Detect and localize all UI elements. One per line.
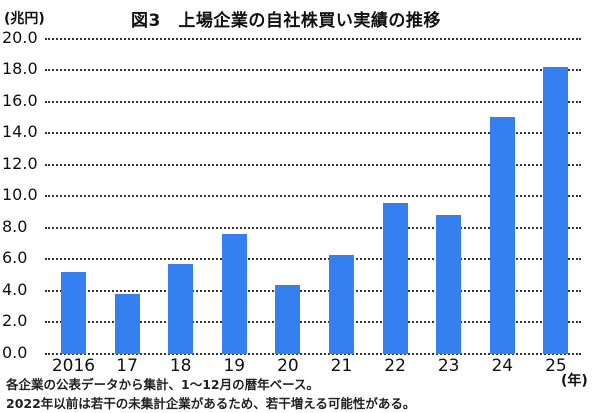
- gridline: [45, 69, 581, 72]
- bar-2016: [61, 271, 86, 354]
- gridline: [45, 321, 581, 324]
- x-tick-label: 17: [116, 356, 138, 376]
- bar-25: [543, 66, 569, 354]
- x-tick-label: 18: [169, 356, 192, 376]
- gridline: [45, 226, 581, 229]
- y-tick-label: 0.0: [2, 343, 28, 362]
- y-tick-label: 18.0: [2, 59, 38, 79]
- y-tick-label: 14.0: [2, 122, 38, 142]
- gridline: [45, 100, 581, 103]
- gridline: [45, 195, 581, 198]
- gridline: [45, 37, 581, 40]
- bar-23: [436, 215, 462, 354]
- gridline: [45, 258, 581, 261]
- gridline: [45, 163, 581, 166]
- x-tick-label: 2016: [51, 356, 96, 376]
- bar-24: [489, 117, 515, 354]
- y-tick-label: 2.0: [2, 311, 28, 331]
- gridline: [45, 353, 581, 355]
- gridline: [45, 132, 581, 135]
- x-axis-unit: (年): [561, 373, 588, 389]
- x-tick-label: 19: [223, 356, 246, 376]
- x-tick-label: 20: [277, 356, 299, 376]
- bar-17: [114, 294, 140, 354]
- y-tick-label: 4.0: [2, 279, 28, 299]
- x-tick-label: 24: [491, 356, 514, 376]
- bar-20: [275, 284, 301, 354]
- footnote-2: 2022年以前は若干の未集計企業があるため、若干増える可能性がある。: [6, 396, 416, 411]
- bar-21: [329, 254, 354, 354]
- bar-18: [168, 264, 194, 354]
- gridline: [45, 289, 581, 292]
- y-tick-label: 8.0: [2, 216, 28, 236]
- footnote-1: 各企業の公表データから集計、1〜12月の暦年ベース。: [6, 377, 319, 392]
- y-tick-label: 20.0: [2, 27, 38, 47]
- x-tick-label: 22: [384, 356, 406, 376]
- y-tick-label: 12.0: [2, 153, 38, 173]
- chart-title: 図3 上場企業の自社株買い実績の推移: [131, 11, 441, 31]
- x-tick-label: 23: [437, 356, 460, 376]
- y-tick-label: 6.0: [2, 248, 28, 268]
- x-tick-label: 21: [330, 356, 353, 376]
- y-tick-label: 10.0: [2, 185, 38, 205]
- y-axis-unit: (兆円): [4, 11, 45, 27]
- bar-22: [382, 202, 408, 354]
- bar-19: [221, 234, 247, 354]
- y-tick-label: 16.0: [2, 90, 38, 110]
- x-tick-label: 25: [545, 356, 567, 376]
